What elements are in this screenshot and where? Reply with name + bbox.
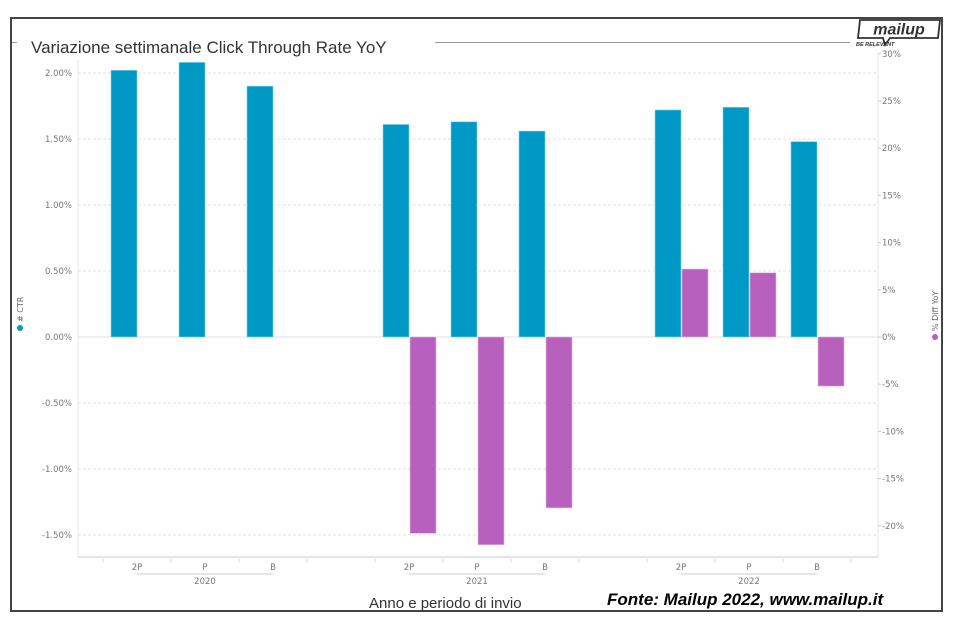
logo-text: mailup [873,22,925,39]
y-left-tick-label: -0.50% [42,399,72,409]
bar-diff-yoy [545,336,573,509]
title-rule-left [12,42,17,43]
bar-ctr [722,107,750,338]
y-left-tick-label: 1.50% [45,135,72,145]
legend-ctr-label: # CTR [16,296,25,322]
legend-left: # CTR [16,296,25,331]
bar-ctr [654,109,682,338]
y-right-tick-label: 10% [882,239,901,249]
x-category-label: P [202,563,207,573]
x-group-label: 2020 [194,577,216,587]
title-rule-right [435,42,850,43]
bar-diff-yoy [409,336,437,534]
x-axis-title: Anno e periodo di invio [369,595,522,612]
y-right-tick-label: -20% [882,522,904,532]
source-credit: Fonte: Mailup 2022, www.mailup.it [607,590,884,609]
y-right-tick-label: -10% [882,427,904,437]
y-left-tick-label: -1.50% [42,531,72,541]
bar-diff-yoy [477,336,505,545]
bar-ctr [382,124,410,338]
y-right-tick-label: -5% [882,380,899,390]
bars [110,62,845,545]
legend-right: % Diff YoY [931,291,940,340]
x-category-label: B [270,563,276,573]
y-axis-right: 30% 25% 20% 15% 10% 5% 0% -5% -10% -15% -20% [877,50,904,557]
x-category-label: B [814,563,820,573]
y-left-tick-label: 0.00% [45,333,72,343]
y-right-tick-label: 0% [882,333,896,343]
bar-ctr [790,141,818,338]
x-category-label: 2P [132,563,143,573]
y-right-tick-label: -15% [882,475,904,485]
legend-diff-marker [932,334,938,340]
x-category-label: 2P [404,563,415,573]
y-right-tick-label: 25% [882,97,901,107]
x-category-label: P [474,563,479,573]
x-axis: 2P P B 2020 2P P B 2021 2P P B 2022 [78,556,878,587]
chart-title: Variazione settimanale Click Through Rat… [31,38,387,57]
y-axis-left: 2.00% 1.50% 1.00% 0.50% 0.00% -0.50% -1.00% -1.… [42,60,79,557]
legend-diff-label: % Diff YoY [931,291,940,331]
y-right-tick-label: 15% [882,191,901,201]
bar-ctr [178,62,206,338]
bar-ctr [518,130,546,338]
bar-ctr [110,70,138,338]
y-left-tick-label: 2.00% [45,69,72,79]
y-left-tick-label: 0.50% [45,267,72,277]
y-left-tick-label: 1.00% [45,201,72,211]
x-category-label: 2P [676,563,687,573]
mailup-logo: mailup BE RELEVANT [856,19,942,48]
y-right-tick-label: 30% [882,50,901,60]
bar-diff-yoy [749,272,777,338]
x-category-label: B [542,563,548,573]
y-left-tick-label: -1.00% [42,465,72,475]
x-group-label: 2021 [466,577,488,587]
y-right-tick-label: 20% [882,144,901,154]
bar-diff-yoy [681,268,709,338]
bar-diff-yoy [817,336,845,387]
bar-ctr [450,121,478,338]
logo-tagline: BE RELEVANT [856,42,895,48]
x-category-label: P [746,563,751,573]
x-group-label: 2022 [738,577,760,587]
y-right-tick-label: 5% [882,286,896,296]
legend-ctr-marker [17,325,23,331]
bar-ctr [246,85,274,338]
